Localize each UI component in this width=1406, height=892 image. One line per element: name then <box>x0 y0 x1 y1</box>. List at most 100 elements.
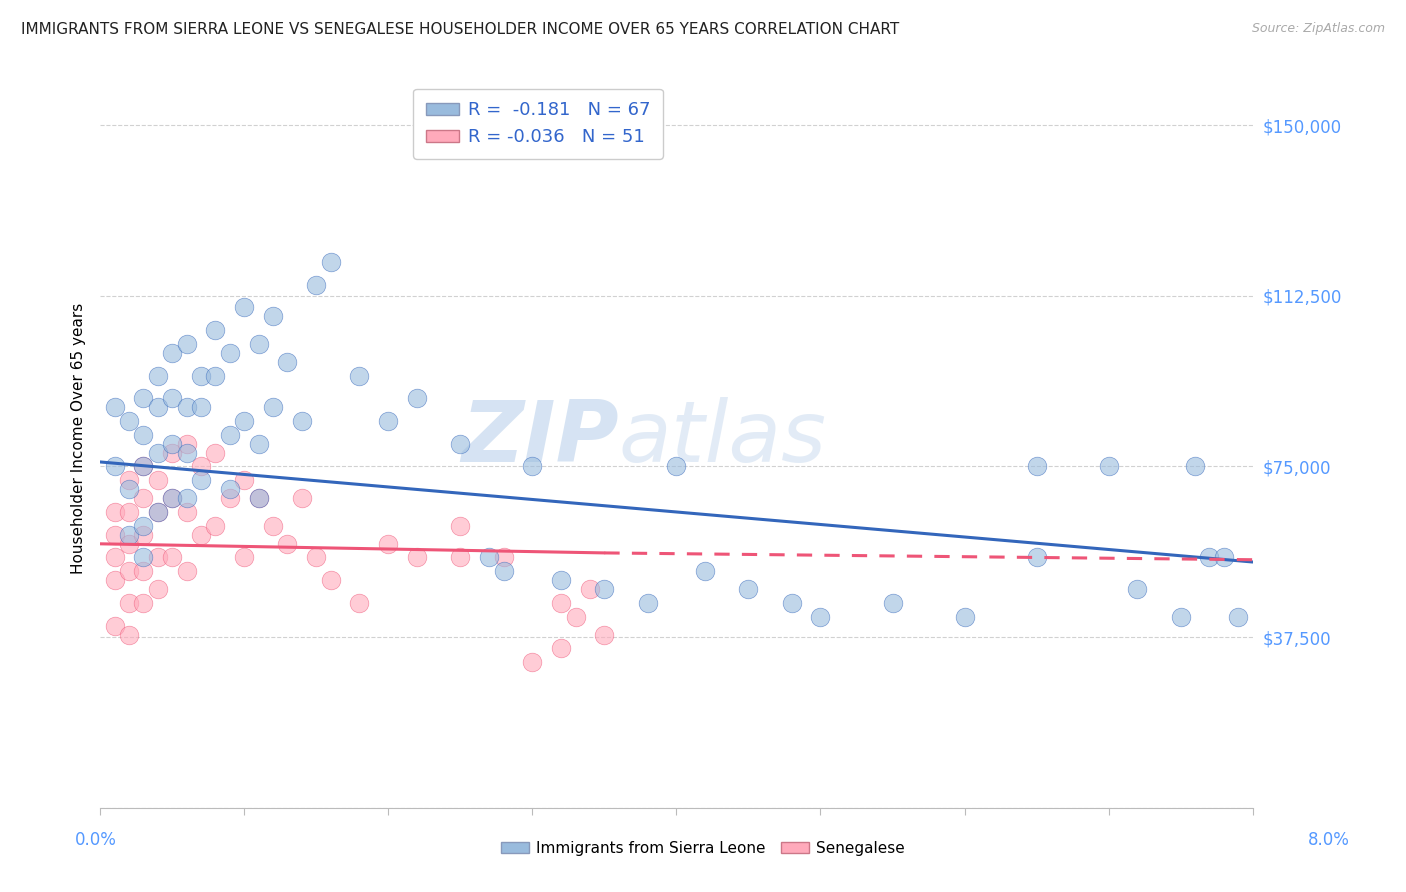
Point <box>190 401 212 415</box>
Point <box>160 491 183 506</box>
Point <box>349 368 371 383</box>
Point <box>276 537 298 551</box>
Point <box>160 346 183 360</box>
Point <box>118 473 141 487</box>
Point <box>291 414 314 428</box>
Point <box>1227 609 1250 624</box>
Point <box>882 596 904 610</box>
Point <box>1212 550 1234 565</box>
Point <box>665 459 688 474</box>
Point <box>522 459 544 474</box>
Point <box>160 446 183 460</box>
Point <box>103 527 125 541</box>
Point <box>810 609 832 624</box>
Point <box>737 582 759 597</box>
Point <box>319 255 342 269</box>
Point <box>118 527 141 541</box>
Point <box>132 596 155 610</box>
Point <box>204 323 226 337</box>
Point <box>118 628 141 642</box>
Point <box>377 414 399 428</box>
Point <box>247 436 270 450</box>
Point <box>160 436 183 450</box>
Point <box>218 346 240 360</box>
Point <box>953 609 976 624</box>
Point <box>146 505 169 519</box>
Point <box>190 459 212 474</box>
Point <box>593 628 616 642</box>
Point <box>1025 550 1047 565</box>
Point <box>262 310 284 324</box>
Point <box>522 655 544 669</box>
Text: 0.0%: 0.0% <box>75 831 117 849</box>
Point <box>176 336 198 351</box>
Point <box>247 491 270 506</box>
Point <box>276 355 298 369</box>
Point <box>132 427 155 442</box>
Point <box>190 368 212 383</box>
Point <box>103 459 125 474</box>
Point <box>305 550 328 565</box>
Text: Source: ZipAtlas.com: Source: ZipAtlas.com <box>1251 22 1385 36</box>
Point <box>449 518 471 533</box>
Text: IMMIGRANTS FROM SIERRA LEONE VS SENEGALESE HOUSEHOLDER INCOME OVER 65 YEARS CORR: IMMIGRANTS FROM SIERRA LEONE VS SENEGALE… <box>21 22 900 37</box>
Point <box>132 518 155 533</box>
Point <box>406 391 429 405</box>
Point <box>1126 582 1149 597</box>
Point <box>637 596 659 610</box>
Point <box>204 518 226 533</box>
Legend: R =  -0.181   N = 67, R = -0.036   N = 51: R = -0.181 N = 67, R = -0.036 N = 51 <box>413 88 662 159</box>
Point <box>291 491 314 506</box>
Point <box>146 473 169 487</box>
Point <box>550 573 572 587</box>
Y-axis label: Householder Income Over 65 years: Householder Income Over 65 years <box>72 302 86 574</box>
Point <box>780 596 803 610</box>
Point <box>262 518 284 533</box>
Point <box>1097 459 1119 474</box>
Point <box>160 391 183 405</box>
Point <box>103 401 125 415</box>
Point <box>218 482 240 496</box>
Point <box>176 505 198 519</box>
Point <box>449 550 471 565</box>
Point <box>233 414 256 428</box>
Point <box>132 550 155 565</box>
Text: 8.0%: 8.0% <box>1308 831 1350 849</box>
Point <box>132 527 155 541</box>
Point <box>579 582 602 597</box>
Point <box>218 491 240 506</box>
Point <box>160 550 183 565</box>
Point <box>118 596 141 610</box>
Point <box>103 573 125 587</box>
Point <box>132 491 155 506</box>
Point <box>247 491 270 506</box>
Point <box>1198 550 1220 565</box>
Point <box>218 427 240 442</box>
Point <box>593 582 616 597</box>
Point <box>1170 609 1192 624</box>
Legend: Immigrants from Sierra Leone, Senegalese: Immigrants from Sierra Leone, Senegalese <box>495 835 911 862</box>
Point <box>146 446 169 460</box>
Point <box>233 301 256 315</box>
Point <box>146 505 169 519</box>
Point <box>305 277 328 292</box>
Point <box>132 459 155 474</box>
Point <box>118 505 141 519</box>
Point <box>478 550 501 565</box>
Point <box>247 336 270 351</box>
Point <box>118 564 141 578</box>
Point <box>449 436 471 450</box>
Point <box>176 446 198 460</box>
Point <box>233 473 256 487</box>
Point <box>132 391 155 405</box>
Point <box>118 482 141 496</box>
Point <box>146 550 169 565</box>
Point <box>132 459 155 474</box>
Point <box>146 582 169 597</box>
Point <box>190 473 212 487</box>
Point <box>190 527 212 541</box>
Point <box>1184 459 1206 474</box>
Point <box>564 609 586 624</box>
Point <box>406 550 429 565</box>
Point <box>146 368 169 383</box>
